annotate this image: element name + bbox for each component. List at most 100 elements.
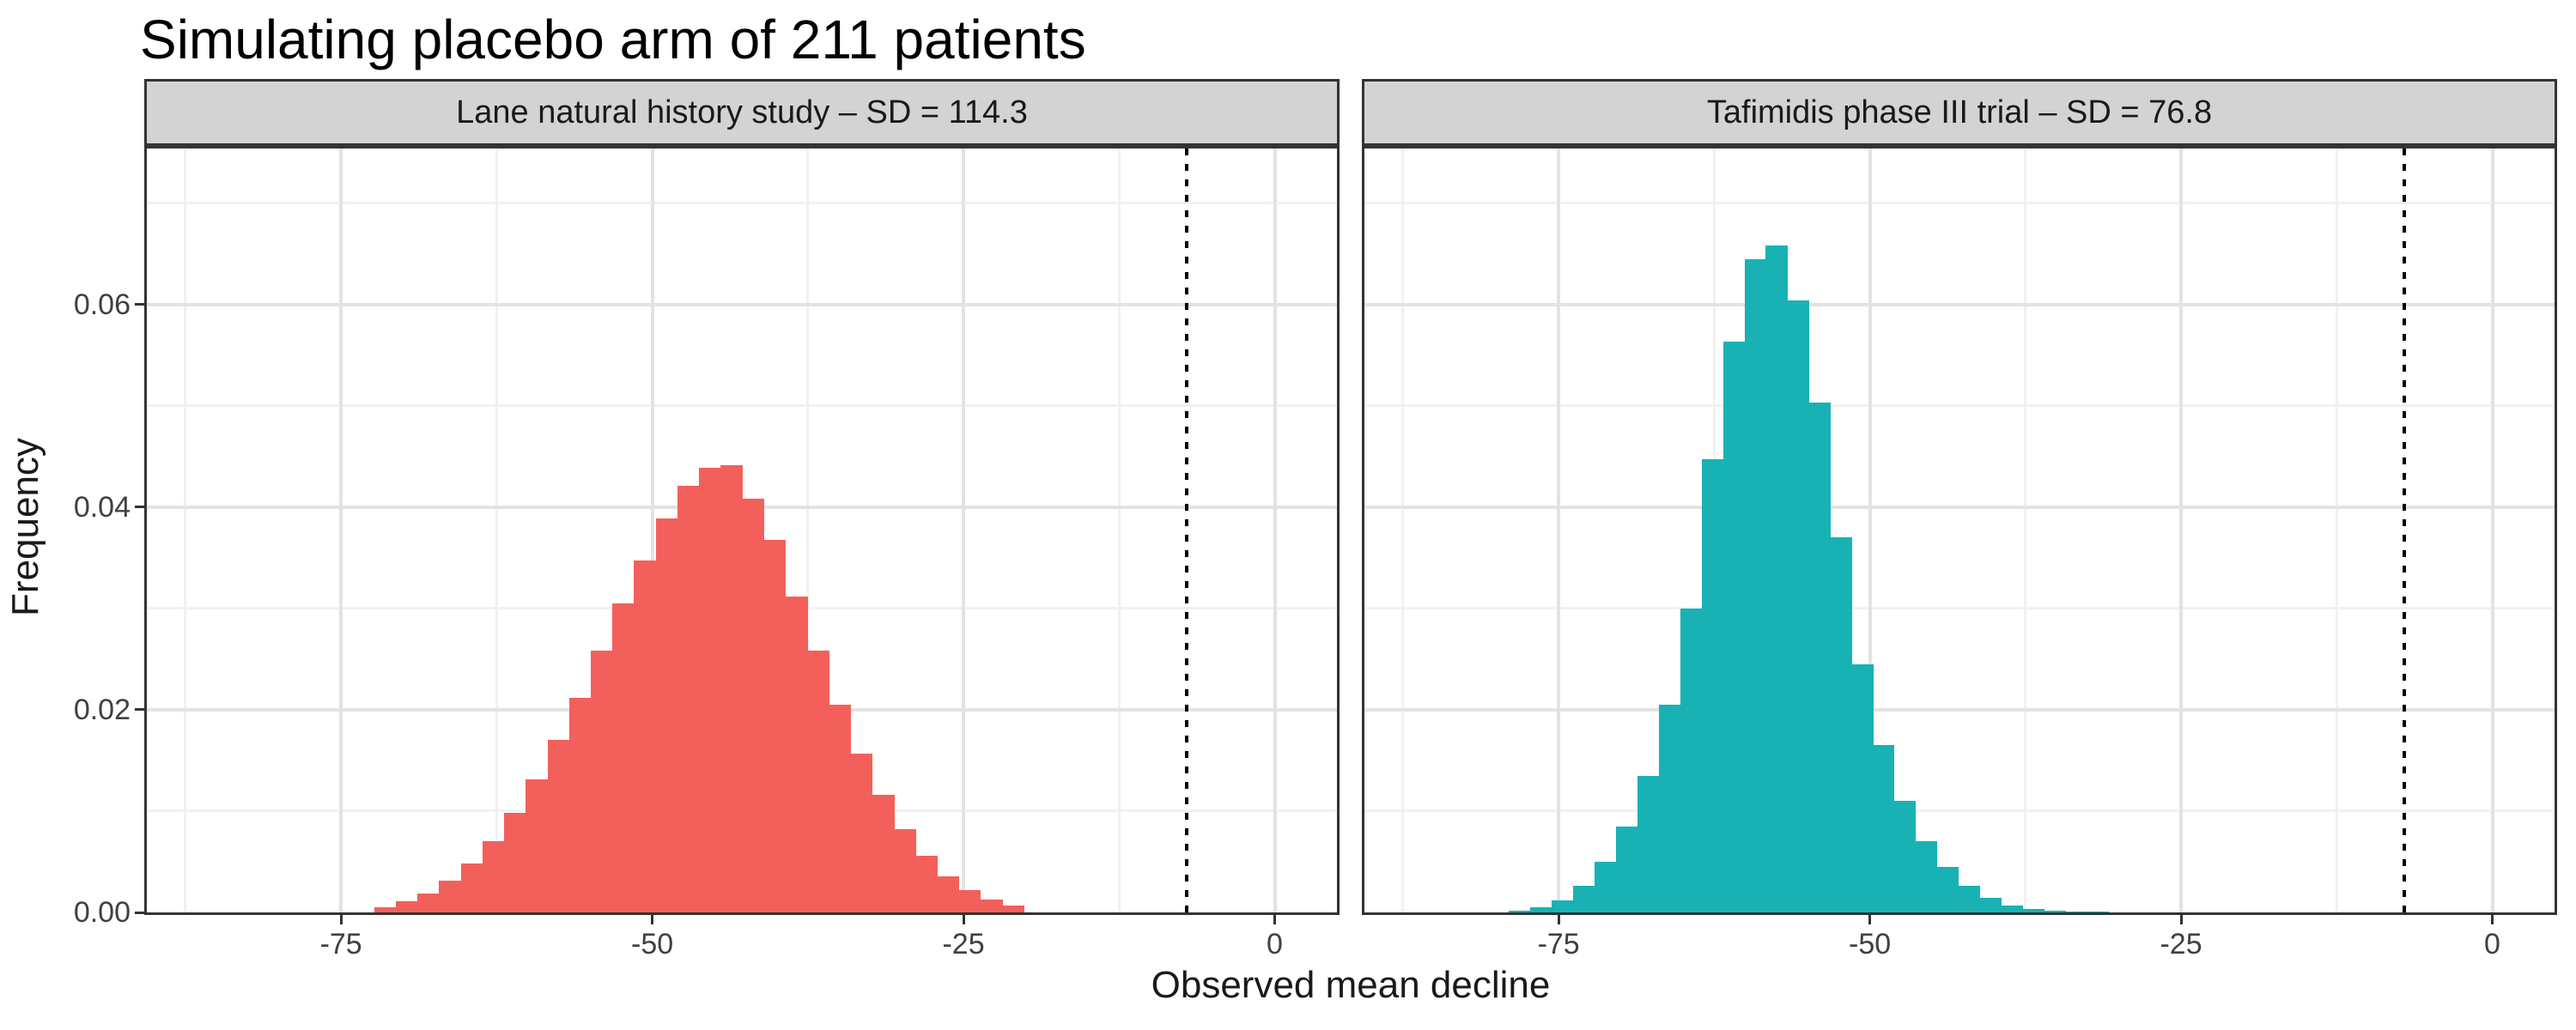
histogram-bar bbox=[763, 540, 787, 912]
x-tick-mark bbox=[962, 915, 965, 924]
histogram-bar bbox=[1916, 841, 1938, 912]
gridline-x-major bbox=[650, 148, 654, 912]
y-tick-mark bbox=[135, 708, 144, 712]
histogram-bar bbox=[1637, 776, 1660, 912]
gridline-x-minor bbox=[1117, 148, 1121, 912]
x-tick-label: 0 bbox=[1267, 928, 1283, 960]
histogram-bar bbox=[1552, 900, 1574, 912]
gridline-y-major bbox=[1364, 707, 2555, 712]
y-tick-label: 0.02 bbox=[73, 693, 131, 726]
gridline-x-major bbox=[1868, 148, 1872, 912]
histogram-bar bbox=[1658, 705, 1681, 912]
x-tick-label: -50 bbox=[1849, 928, 1892, 960]
histogram-bar bbox=[460, 863, 483, 912]
facet-strip-lane: Lane natural history study – SD = 114.3 bbox=[144, 79, 1340, 146]
x-tick-mark bbox=[1273, 915, 1276, 924]
gridline-y-minor bbox=[1364, 404, 2555, 408]
x-tick-label: -50 bbox=[631, 928, 674, 960]
histogram-bar bbox=[937, 876, 960, 912]
histogram-bar bbox=[1530, 907, 1552, 912]
gridline-x-minor bbox=[2024, 148, 2027, 912]
gridline-x-major bbox=[1273, 148, 1277, 912]
gridline-x-major bbox=[962, 148, 966, 912]
x-tick-mark bbox=[2179, 915, 2183, 924]
histogram-bar bbox=[1787, 300, 1809, 912]
gridline-x-minor bbox=[495, 148, 498, 912]
histogram-bar bbox=[547, 740, 570, 912]
histogram-bar bbox=[699, 468, 721, 912]
histogram-bar bbox=[1615, 827, 1638, 912]
reference-vline bbox=[2402, 148, 2406, 912]
histogram-bar bbox=[677, 486, 700, 912]
gridline-y-minor bbox=[1364, 809, 2555, 813]
histogram-bar bbox=[872, 795, 895, 912]
histogram-bar bbox=[1936, 867, 1959, 912]
gridline-x-minor bbox=[184, 148, 187, 912]
histogram-bar bbox=[1979, 898, 2002, 912]
histogram-bar bbox=[1680, 609, 1703, 912]
x-tick-label: -25 bbox=[942, 928, 985, 960]
reference-vline bbox=[1184, 148, 1188, 912]
histogram-bar bbox=[1573, 886, 1595, 912]
histogram-bar bbox=[417, 894, 440, 912]
panel-tafimidis bbox=[1362, 146, 2557, 915]
y-tick-label: 0.04 bbox=[73, 490, 131, 524]
histogram-bar bbox=[591, 651, 613, 912]
histogram-bar bbox=[829, 705, 852, 912]
gridline-y-major bbox=[1364, 505, 2555, 509]
gridline-x-minor bbox=[806, 148, 810, 912]
histogram-bar bbox=[720, 465, 744, 912]
histogram-bar bbox=[396, 901, 418, 912]
histogram-bar bbox=[958, 890, 981, 912]
histogram-bar bbox=[1958, 886, 1981, 912]
histogram-bar bbox=[2044, 911, 2066, 912]
panel-lane bbox=[144, 146, 1340, 915]
gridline-y-minor bbox=[1364, 607, 2555, 610]
histogram-bar bbox=[482, 841, 505, 912]
histogram-bar bbox=[504, 813, 526, 912]
gridline-x-major bbox=[1557, 148, 1561, 912]
y-tick-label: 0.00 bbox=[73, 896, 131, 929]
histogram-bar bbox=[1894, 801, 1917, 912]
gridline-x-major bbox=[339, 148, 343, 912]
histogram-bar bbox=[807, 651, 829, 912]
histogram-bar bbox=[786, 597, 808, 912]
histogram-bar bbox=[1808, 403, 1831, 912]
histogram-bar bbox=[894, 829, 916, 912]
histogram-bar bbox=[568, 698, 592, 912]
histogram-bar bbox=[742, 499, 765, 912]
x-tick-label: -25 bbox=[2160, 928, 2202, 960]
plot-title: Simulating placebo arm of 211 patients bbox=[140, 9, 1086, 70]
histogram-bar bbox=[374, 907, 397, 912]
y-tick-mark bbox=[135, 303, 144, 306]
gridline-y-major bbox=[147, 302, 1337, 306]
histogram-bar bbox=[1830, 537, 1852, 912]
x-tick-mark bbox=[1868, 915, 1872, 924]
x-tick-mark bbox=[339, 915, 343, 924]
gridline-y-minor bbox=[1364, 202, 2555, 205]
histogram-bar bbox=[1851, 664, 1874, 912]
histogram-bar bbox=[1765, 245, 1788, 912]
x-tick-label: -75 bbox=[319, 928, 362, 960]
gridline-x-major bbox=[2179, 148, 2184, 912]
histogram-bar bbox=[526, 779, 548, 912]
histogram-bar bbox=[2022, 909, 2044, 912]
histogram-bar bbox=[612, 603, 635, 912]
histogram-bar bbox=[850, 754, 873, 912]
histogram-bar bbox=[1594, 862, 1617, 912]
histogram-bar bbox=[2001, 906, 2024, 912]
x-tick-mark bbox=[651, 915, 654, 924]
histogram-bar bbox=[655, 518, 678, 912]
gridline-y-major bbox=[1364, 302, 2555, 306]
histogram-bar bbox=[915, 856, 939, 912]
x-tick-mark bbox=[2491, 915, 2494, 924]
histogram-bar bbox=[1701, 459, 1723, 912]
gridline-x-minor bbox=[1401, 148, 1405, 912]
x-tick-label: -75 bbox=[1537, 928, 1580, 960]
y-tick-mark bbox=[135, 911, 144, 914]
y-tick-mark bbox=[135, 506, 144, 509]
x-axis-title: Observed mean decline bbox=[1151, 964, 1551, 1006]
gridline-x-minor bbox=[2335, 148, 2338, 912]
gridline-y-minor bbox=[147, 202, 1337, 205]
